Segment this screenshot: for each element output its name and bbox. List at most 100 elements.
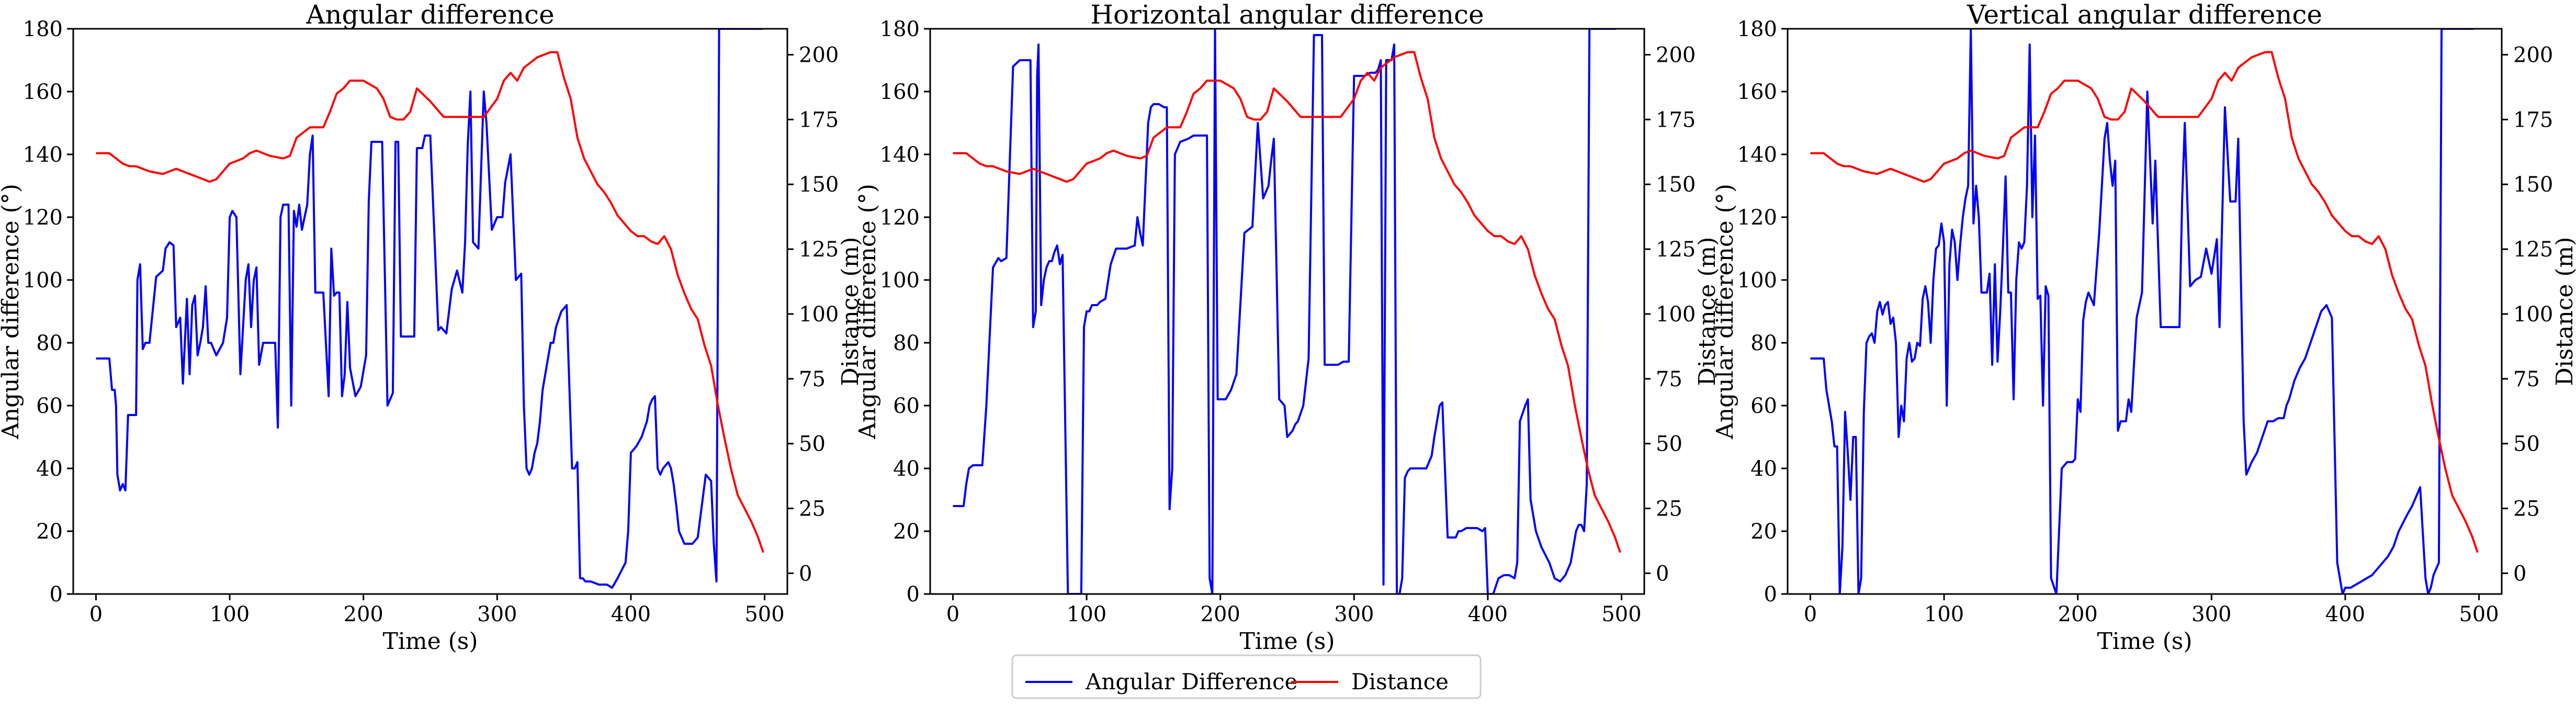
y-tick-label: 20	[1750, 520, 1777, 544]
y-axis-label: Angular difference (°)	[1712, 184, 1738, 440]
distance-line	[96, 51, 764, 553]
y2-tick-label: 25	[799, 497, 826, 521]
chart-panel-horizontal: 0 100 200 300 400 500 0 20 40 60 80 100 120 140 160 180…	[854, 0, 1721, 655]
y2-tick-label: 50	[2513, 432, 2540, 456]
y-tick-label: 160	[880, 80, 920, 104]
y2-tick-label: 150	[799, 173, 839, 197]
y-tick-label: 140	[1737, 143, 1777, 167]
y2-tick-label: 175	[1656, 108, 1696, 132]
y2-tick-label: 200	[799, 43, 839, 68]
y-tick-label: 60	[36, 394, 63, 418]
x-tick-label: 0	[1804, 602, 1817, 626]
y-tick-label: 80	[893, 331, 920, 355]
x-tick-label: 200	[2058, 602, 2098, 626]
y2-tick-label: 0	[1656, 562, 1669, 586]
y2-tick-label: 125	[799, 238, 839, 262]
legend-frame	[1011, 654, 1482, 699]
x-tick-label: 300	[477, 602, 517, 626]
y-tick-label: 100	[1737, 268, 1777, 293]
x-tick-label: 500	[2459, 602, 2499, 626]
y-tick-label: 140	[880, 143, 920, 167]
chart-panel-vertical: 0 100 200 300 400 500020406080100120140160180…	[1712, 0, 2576, 655]
y2-tick-label: 125	[2513, 238, 2553, 262]
y2-tick-label: 200	[2513, 43, 2553, 68]
chart-title: Horizontal angular difference	[1090, 0, 1484, 30]
y-tick-label: 20	[893, 520, 920, 544]
x-tick-label: 0	[89, 602, 103, 626]
chart-panel-angular: 0 100 200 300 400 500020406080100120140160180…	[0, 0, 864, 655]
x-tick-label: 300	[2191, 602, 2231, 626]
x-tick-label: 100	[210, 602, 250, 626]
x-tick-label: 100	[1067, 602, 1106, 626]
y2-axis-label: Distance (m)	[2551, 237, 2576, 386]
x-tick-label: 500	[1601, 602, 1641, 626]
y2-tick-label: 200	[1656, 43, 1696, 68]
x-axis-label: Time (s)	[2097, 628, 2192, 655]
distance-line	[1810, 51, 2479, 553]
legend-label-angular: Angular Difference	[1085, 669, 1297, 694]
legend-label-distance: Distance	[1351, 669, 1449, 694]
y-axis-label: Angular difference (°)	[0, 184, 24, 440]
y-tick-label: 120	[1737, 206, 1777, 230]
y-tick-label: 180	[1737, 17, 1777, 41]
y2-tick-label: 25	[2513, 497, 2540, 521]
x-axis-label: Time (s)	[1239, 628, 1335, 655]
y-tick-label: 40	[1750, 457, 1777, 481]
x-tick-label: 400	[1468, 602, 1508, 626]
y-tick-label: 120	[880, 206, 920, 230]
y-tick-label: 160	[1737, 80, 1777, 104]
x-tick-label: 400	[611, 602, 651, 626]
y-tick-label: 180	[880, 17, 920, 41]
x-tick-label: 500	[744, 602, 784, 626]
legend: Angular Difference Distance	[1011, 654, 1482, 699]
y2-tick-label: 175	[799, 108, 839, 132]
y2-tick-label: 100	[799, 302, 839, 327]
axes-frame	[1787, 28, 2503, 595]
x-tick-label: 0	[946, 602, 959, 626]
y-tick-label: 140	[23, 143, 63, 167]
y2-tick-label: 75	[1656, 367, 1682, 391]
y-axis-label: Angular difference (°)	[854, 184, 881, 440]
chart-title: Angular difference	[306, 0, 555, 30]
y-tick-label: 100	[880, 268, 920, 293]
x-tick-label: 200	[1201, 602, 1240, 626]
chart-title: Vertical angular difference	[1967, 0, 2322, 30]
y2-tick-label: 150	[1656, 173, 1696, 197]
y-tick-label: 0	[1764, 582, 1777, 607]
y2-axis-label: Distance (m)	[837, 237, 864, 386]
x-axis-label: Time (s)	[382, 628, 478, 655]
y-tick-label: 80	[1750, 331, 1777, 355]
x-tick-label: 300	[1334, 602, 1374, 626]
y2-tick-label: 100	[2513, 302, 2553, 327]
y-tick-label: 180	[23, 17, 63, 41]
y2-tick-label: 0	[2513, 562, 2526, 586]
y2-tick-label: 100	[1656, 302, 1696, 327]
y-tick-label: 40	[36, 457, 63, 481]
y2-tick-label: 25	[1656, 497, 1682, 521]
y-tick-label: 160	[23, 80, 63, 104]
x-tick-label: 200	[344, 602, 383, 626]
y2-tick-label: 175	[2513, 108, 2553, 132]
y-tick-label: 60	[893, 394, 920, 418]
y2-tick-label: 125	[1656, 238, 1696, 262]
axes-frame	[929, 28, 1645, 595]
y-tick-label: 60	[1750, 394, 1777, 418]
x-tick-label: 100	[1924, 602, 1964, 626]
y2-axis-label: Distance (m)	[1694, 237, 1721, 386]
y-tick-label: 20	[36, 520, 63, 544]
angular-difference-line	[1810, 29, 2474, 594]
y-tick-label: 0	[50, 582, 63, 607]
angular-difference-line	[953, 29, 1617, 594]
y2-tick-label: 150	[2513, 173, 2553, 197]
distance-line	[953, 51, 1621, 553]
y2-tick-label: 75	[2513, 367, 2540, 391]
y-tick-label: 80	[36, 331, 63, 355]
x-tick-label: 400	[2325, 602, 2365, 626]
y2-tick-label: 0	[799, 562, 812, 586]
y2-tick-label: 50	[799, 432, 826, 456]
angular-difference-line	[96, 29, 763, 589]
y-tick-label: 120	[23, 206, 63, 230]
y2-tick-label: 50	[1656, 432, 1682, 456]
y-tick-label: 40	[893, 457, 920, 481]
